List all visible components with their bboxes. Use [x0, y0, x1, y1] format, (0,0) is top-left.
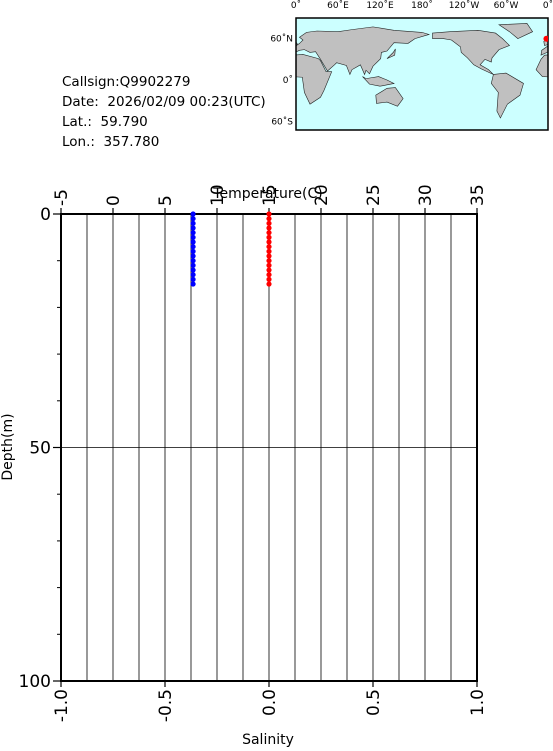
- profile-point: [266, 220, 272, 226]
- continent: [540, 45, 548, 56]
- info-line: Lat.: 59.790: [62, 114, 148, 130]
- station-marker: [543, 35, 548, 42]
- x2-tick-label: 0.5: [364, 689, 384, 716]
- map-lon-label: 60˚W: [494, 0, 519, 11]
- profile-point: [190, 225, 196, 231]
- continent: [386, 48, 396, 59]
- profile-point: [266, 244, 272, 250]
- profile-point: [190, 281, 196, 287]
- profile-point: [190, 272, 196, 278]
- continent: [296, 54, 333, 105]
- profile-point: [190, 216, 196, 222]
- x-tick-label: 25: [364, 184, 384, 206]
- info-line: Callsign:Q9902279: [62, 74, 190, 90]
- continent: [296, 26, 431, 76]
- profile-point: [190, 239, 196, 245]
- location-map: 0˚ 60˚E 120˚E 180˚ 120˚W 60˚W 0˚ 60˚N 0˚ 60˚S: [270, 0, 553, 131]
- x-tick-label: 15: [260, 184, 280, 206]
- x-tick-label: 30: [416, 184, 436, 206]
- profile-point: [190, 244, 196, 250]
- profile-point: [266, 211, 272, 217]
- x-tick-label: 20: [312, 184, 332, 206]
- map-lon-label: 60˚E: [327, 0, 349, 11]
- continent: [362, 76, 395, 87]
- continent: [490, 72, 524, 119]
- map-lon-label: 120˚W: [449, 0, 480, 11]
- profile-point: [266, 225, 272, 231]
- x-tick-label: 0: [104, 195, 124, 206]
- profile-point: [266, 258, 272, 264]
- x2-tick-label: 1.0: [468, 689, 488, 716]
- profile-point: [266, 248, 272, 254]
- x2-axis-title: Salinity: [242, 732, 294, 748]
- y-tick-label: 50: [29, 439, 51, 459]
- profile-point: [266, 234, 272, 240]
- profile-point: [190, 234, 196, 240]
- x-tick-label: -5: [52, 189, 72, 206]
- y-axis-title: Depth(m): [0, 413, 16, 480]
- profile-point: [266, 216, 272, 222]
- continent: [498, 23, 534, 39]
- x-axis-title: Temperature(C): [212, 186, 322, 202]
- y-tick-label: 100: [19, 672, 51, 692]
- profile-point: [266, 267, 272, 273]
- profile-point: [190, 258, 196, 264]
- map-lat-label: 60˚S: [271, 116, 293, 127]
- map-lat-label: 60˚N: [270, 34, 293, 45]
- map-lat-label: 0˚: [283, 75, 293, 86]
- map-lon-label: 0˚: [543, 0, 553, 11]
- profile-point: [190, 253, 196, 259]
- profile-point: [266, 272, 272, 278]
- map-lon-label: 120˚E: [366, 0, 394, 11]
- continent: [535, 54, 548, 78]
- info-line: Date: 2026/02/09 00:23(UTC): [62, 94, 266, 110]
- profile-point: [266, 276, 272, 282]
- profile-point: [190, 267, 196, 273]
- continent: [375, 87, 404, 107]
- x-tick-label: 10: [208, 184, 228, 206]
- x2-tick-label: 0.0: [260, 689, 280, 716]
- map-lon-label: 180˚: [411, 0, 433, 11]
- profile-point: [190, 211, 196, 217]
- profile-point: [266, 253, 272, 259]
- profile-point: [190, 276, 196, 282]
- profile-point: [266, 239, 272, 245]
- profile-point: [266, 281, 272, 287]
- x2-tick-label: -1.0: [52, 689, 72, 722]
- profile-point: [190, 230, 196, 236]
- map-frame: [295, 17, 549, 131]
- x2-tick-label: -0.5: [156, 689, 176, 722]
- profile-point: [190, 220, 196, 226]
- profile-point: [266, 262, 272, 268]
- x-tick-label: 35: [468, 184, 488, 206]
- profile-point: [190, 262, 196, 268]
- x-tick-label: 5: [156, 195, 176, 206]
- map-lon-label: 0˚: [291, 0, 301, 11]
- y-tick-label: 0: [40, 205, 51, 225]
- profile-point: [266, 230, 272, 236]
- land: [296, 23, 548, 119]
- continent: [432, 30, 511, 75]
- info-line: Lon.: 357.780: [62, 134, 159, 150]
- profile-point: [190, 248, 196, 254]
